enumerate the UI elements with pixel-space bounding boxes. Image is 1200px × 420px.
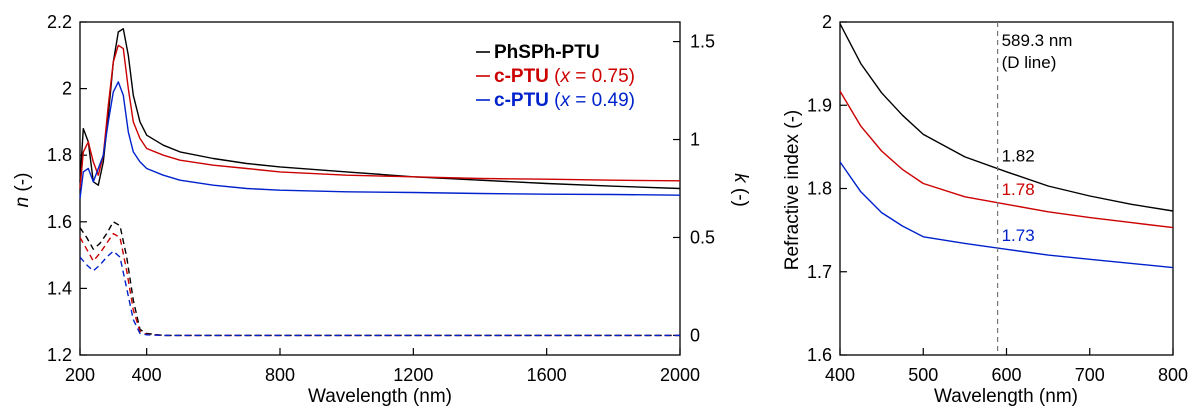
right-xtick-label: 700 [1075,365,1105,385]
legend: PhSPh-PTU c-PTU (x = 0.75) c-PTU (x = 0.49… [476,42,635,111]
k-series-line-0 [79,221,680,337]
legend-entry-0: PhSPh-PTU [494,42,600,63]
right-series [839,23,1174,269]
right-ytick-label: 2 [822,12,832,32]
left-ytick-label: 1.6 [47,212,72,232]
right-ylabel: Refractive index (-) [782,110,803,271]
left-ylabel: n (-) [12,173,33,208]
left-y2tick-label: 1 [690,130,700,150]
left-xlabel: Wavelength (nm) [308,386,452,407]
refractive-index-values: 1.82 1.78 1.73 [1002,147,1035,245]
ri-value-label-0: 1.82 [1002,147,1035,166]
left-ytick-label: 1.4 [47,278,72,298]
d-line-label-name: (D line) [1002,53,1057,72]
right-ytick-label: 1.6 [807,345,832,365]
right-ytick-label: 1.7 [807,262,832,282]
right-xtick-label: 400 [825,365,855,385]
right-ticks: 400 500 600 700 800 1.6 1.7 1.8 1.9 2 [807,12,1188,385]
ri-series-line-2 [839,161,1174,269]
legend-entry-2: c-PTU (x = 0.49) [494,90,635,111]
ri-value-label-1: 1.78 [1002,180,1035,199]
left-ticks: 200 400 800 1200 1600 2000 1.2 1.4 1.6 1.8 2 2.2 0 0.… [47,12,715,385]
d-line-label-wavelength: 589.3 nm [1002,31,1073,50]
k-series-line-1 [79,232,680,337]
right-ytick-label: 1.9 [807,95,832,115]
left-ytick-label: 2.2 [47,12,72,32]
left-ytick-label: 2 [62,79,72,99]
right-xtick-label: 500 [908,365,938,385]
left-ytick-label: 1.2 [47,345,72,365]
right-ytick-label: 1.8 [807,179,832,199]
left-xtick-label: 2000 [660,365,700,385]
left-xtick-label: 200 [65,365,95,385]
right-xtick-label: 800 [1158,365,1188,385]
left-y2label: k (-) [730,173,751,207]
legend-entry-1: c-PTU (x = 0.75) [494,66,635,87]
left-series [79,28,681,337]
right-xtick-label: 600 [991,365,1021,385]
ri-series-line-1 [839,90,1174,229]
left-y2tick-label: 0.5 [690,227,715,247]
left-xtick-label: 1200 [393,365,433,385]
right-xlabel: Wavelength (nm) [934,386,1078,407]
n-series-line-1 [79,44,681,189]
ri-value-label-2: 1.73 [1002,226,1035,245]
right-panel: 400 500 600 700 800 1.6 1.7 1.8 1.9 2 589.3 nm (D… [782,12,1188,407]
left-y2tick-label: 1.5 [690,32,715,52]
left-y2tick-label: 0 [690,325,700,345]
ri-series-line-0 [839,23,1174,212]
left-xtick-label: 1600 [527,365,567,385]
k-series-line-2 [79,250,680,337]
left-xtick-label: 800 [265,365,295,385]
n-series-line-2 [79,81,681,199]
left-xtick-label: 400 [132,365,162,385]
left-panel: 200 400 800 1200 1600 2000 1.2 1.4 1.6 1.8 2 2.2 0 0.… [12,12,751,407]
left-ytick-label: 1.8 [47,145,72,165]
